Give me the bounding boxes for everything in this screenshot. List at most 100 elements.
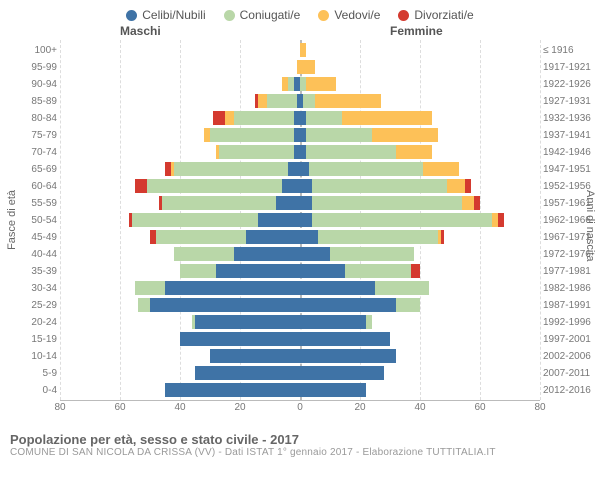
female-bar bbox=[300, 60, 315, 74]
bar-segment bbox=[195, 366, 300, 380]
chart-title: Popolazione per età, sesso e stato civil… bbox=[10, 432, 590, 447]
legend-label: Divorziati/e bbox=[414, 8, 473, 22]
legend-label: Coniugati/e bbox=[240, 8, 301, 22]
age-row: 50-541962-1966 bbox=[60, 212, 540, 229]
age-row: 100+≤ 1916 bbox=[60, 42, 540, 59]
age-label: 0-4 bbox=[2, 382, 57, 399]
birth-label: 1997-2001 bbox=[543, 331, 598, 348]
age-row: 35-391977-1981 bbox=[60, 263, 540, 280]
birth-label: 1942-1946 bbox=[543, 144, 598, 161]
age-row: 25-291987-1991 bbox=[60, 297, 540, 314]
bar-segment bbox=[282, 179, 300, 193]
male-bar bbox=[216, 145, 300, 159]
age-label: 60-64 bbox=[2, 178, 57, 195]
age-row: 0-42012-2016 bbox=[60, 382, 540, 399]
bar-segment bbox=[195, 315, 300, 329]
bar-segment bbox=[315, 94, 381, 108]
female-bar bbox=[300, 315, 372, 329]
age-row: 60-641952-1956 bbox=[60, 178, 540, 195]
x-ticks: 80604020020406080 bbox=[60, 402, 540, 416]
male-bar bbox=[150, 230, 300, 244]
bar-segment bbox=[147, 179, 282, 193]
bar-segment bbox=[498, 213, 504, 227]
bar-segment bbox=[267, 94, 297, 108]
bar-segment bbox=[225, 111, 234, 125]
birth-label: 1987-1991 bbox=[543, 297, 598, 314]
male-bar bbox=[282, 77, 300, 91]
birth-label: 1962-1966 bbox=[543, 212, 598, 229]
age-label: 65-69 bbox=[2, 161, 57, 178]
legend-item: Celibi/Nubili bbox=[126, 8, 205, 22]
bar-segment bbox=[276, 196, 300, 210]
bar-segment bbox=[300, 60, 315, 74]
male-bar bbox=[174, 247, 300, 261]
bar-segment bbox=[309, 162, 423, 176]
age-label: 45-49 bbox=[2, 229, 57, 246]
birth-label: 1937-1941 bbox=[543, 127, 598, 144]
x-tick-label: 20 bbox=[354, 402, 365, 413]
bar-segment bbox=[300, 349, 396, 363]
bar-segment bbox=[210, 349, 300, 363]
female-bar bbox=[300, 298, 420, 312]
bar-segment bbox=[300, 247, 330, 261]
bar-segment bbox=[135, 179, 147, 193]
bar-segment bbox=[462, 196, 474, 210]
bar-segment bbox=[288, 162, 300, 176]
male-bar bbox=[195, 366, 300, 380]
age-row: 30-341982-1986 bbox=[60, 280, 540, 297]
bar-segment bbox=[366, 315, 372, 329]
bar-segment bbox=[342, 111, 432, 125]
bar-segment bbox=[411, 264, 420, 278]
legend-item: Vedovi/e bbox=[318, 8, 380, 22]
bar-segment bbox=[306, 145, 396, 159]
bar-segment bbox=[300, 366, 384, 380]
male-bar bbox=[135, 281, 300, 295]
x-tick-label: 80 bbox=[54, 402, 65, 413]
age-label: 10-14 bbox=[2, 348, 57, 365]
age-label: 50-54 bbox=[2, 212, 57, 229]
birth-label: ≤ 1916 bbox=[543, 42, 598, 59]
bar-segment bbox=[300, 332, 390, 346]
x-tick-label: 80 bbox=[534, 402, 545, 413]
age-label: 90-94 bbox=[2, 76, 57, 93]
female-bar bbox=[300, 247, 414, 261]
age-row: 45-491967-1971 bbox=[60, 229, 540, 246]
bar-segment bbox=[300, 264, 345, 278]
bar-segment bbox=[165, 383, 300, 397]
bar-segment bbox=[396, 298, 420, 312]
bar-segment bbox=[372, 128, 438, 142]
bar-segment bbox=[138, 298, 150, 312]
bar-segment bbox=[162, 196, 276, 210]
pyramid-chart: Fasce di età Anni di nascita 100+≤ 19169… bbox=[0, 40, 600, 430]
female-bar bbox=[300, 162, 459, 176]
female-bar bbox=[300, 111, 432, 125]
bar-segment bbox=[258, 213, 300, 227]
male-bar bbox=[213, 111, 300, 125]
female-bar bbox=[300, 349, 396, 363]
birth-label: 1957-1961 bbox=[543, 195, 598, 212]
male-bar bbox=[159, 196, 300, 210]
male-bar bbox=[138, 298, 300, 312]
bar-segment bbox=[156, 230, 246, 244]
male-bar bbox=[210, 349, 300, 363]
age-label: 30-34 bbox=[2, 280, 57, 297]
bar-segment bbox=[150, 298, 300, 312]
bar-segment bbox=[375, 281, 429, 295]
female-bar bbox=[300, 128, 438, 142]
bar-segment bbox=[423, 162, 459, 176]
birth-label: 1972-1976 bbox=[543, 246, 598, 263]
birth-label: 1952-1956 bbox=[543, 178, 598, 195]
female-bar bbox=[300, 77, 336, 91]
male-bar bbox=[204, 128, 300, 142]
bar-rows: 100+≤ 191695-991917-192190-941922-192685… bbox=[60, 42, 540, 399]
female-bar bbox=[300, 332, 390, 346]
female-bar bbox=[300, 281, 429, 295]
age-label: 100+ bbox=[2, 42, 57, 59]
female-bar bbox=[300, 43, 306, 57]
age-label: 40-44 bbox=[2, 246, 57, 263]
age-row: 95-991917-1921 bbox=[60, 59, 540, 76]
bar-segment bbox=[180, 332, 300, 346]
age-row: 15-191997-2001 bbox=[60, 331, 540, 348]
legend-item: Divorziati/e bbox=[398, 8, 473, 22]
bar-segment bbox=[306, 111, 342, 125]
